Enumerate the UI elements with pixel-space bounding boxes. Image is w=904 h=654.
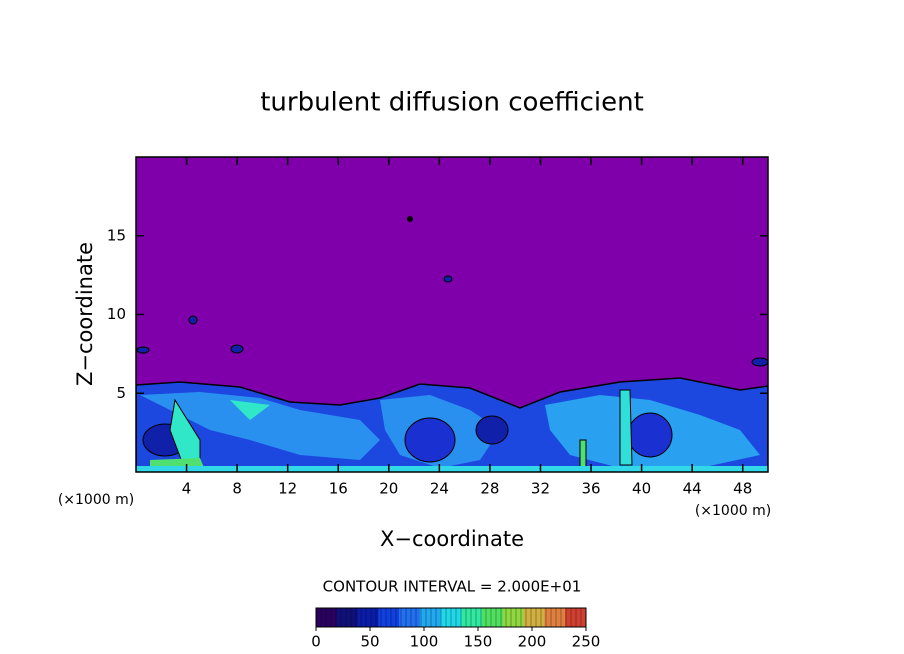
x-tick-label: 8 — [232, 480, 242, 498]
colorbar-segment — [419, 608, 442, 627]
chart-title: turbulent diffusion coefficient — [260, 88, 644, 118]
field-shape — [404, 417, 456, 463]
field-shape — [140, 392, 380, 460]
contour-interval: CONTOUR INTERVAL = 2.000E+01 — [323, 578, 582, 596]
colorbar-segment — [399, 608, 421, 627]
colorbar-segment — [336, 608, 359, 627]
y-tick-label: 10 — [107, 305, 126, 323]
colorbar-tick-label: 0 — [311, 633, 321, 651]
x-tick-label: 44 — [683, 480, 702, 498]
colorbar-segment — [565, 608, 587, 627]
x-tick-label: 24 — [430, 480, 449, 498]
colorbar-segment — [316, 608, 338, 627]
field-shape — [230, 400, 270, 420]
field-shape — [619, 389, 633, 466]
colorbar-tick-label: 250 — [572, 633, 601, 651]
x-tick-label: 36 — [581, 480, 600, 498]
field-shape — [407, 216, 413, 222]
field-shape — [136, 466, 768, 472]
field-shape — [579, 439, 587, 472]
colorbar-segment — [461, 608, 483, 627]
x-tick-label: 28 — [480, 480, 499, 498]
field-shape — [475, 415, 509, 445]
colorbar-segment — [440, 608, 462, 627]
field-shape — [627, 412, 673, 458]
field-shape — [751, 357, 768, 367]
y-tick-label: 5 — [116, 384, 126, 402]
x-tick-label: 48 — [733, 480, 752, 498]
x-tick-label: 12 — [278, 480, 297, 498]
colorbar-segment — [378, 608, 400, 627]
colorbar-segment — [523, 608, 545, 627]
x-tick-label: 4 — [182, 480, 192, 498]
field-shape — [136, 346, 150, 354]
colorbar-tick-label: 50 — [360, 633, 379, 651]
y-unit-label: (×1000 m) — [58, 492, 134, 508]
field-shape — [443, 275, 453, 283]
field-shape — [188, 315, 198, 325]
colorbar-segment — [502, 608, 525, 627]
y-tick-label: 15 — [107, 226, 126, 244]
x-tick-label: 20 — [379, 480, 398, 498]
colorbar-frame — [315, 607, 587, 628]
x-tick-label: 32 — [531, 480, 550, 498]
colorbar-segment — [544, 608, 566, 627]
x-unit-label: (×1000 m) — [695, 503, 771, 519]
colorbar-segment — [482, 608, 504, 627]
colorbar-segment — [357, 608, 379, 627]
colorbar-tick-label: 150 — [464, 633, 493, 651]
x-axis-label: X−coordinate — [380, 527, 524, 551]
x-tick-label: 40 — [632, 480, 651, 498]
y-axis-label: Z−coordinate — [73, 242, 97, 386]
colorbar-tick-label: 200 — [518, 633, 547, 651]
colorbar-tick-label: 100 — [410, 633, 439, 651]
x-tick-label: 16 — [329, 480, 348, 498]
field — [136, 216, 768, 472]
field-shape — [230, 344, 244, 354]
